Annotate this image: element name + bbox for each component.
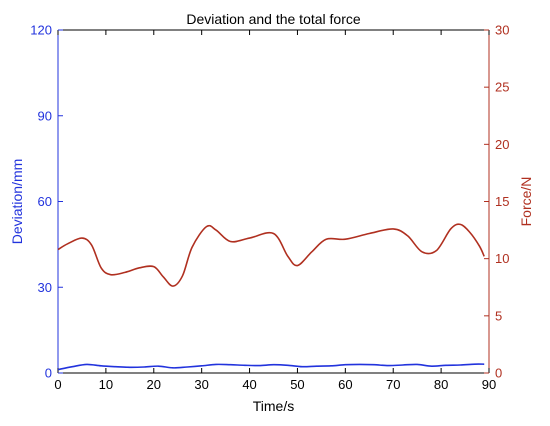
right-y-tick-label: 10	[495, 251, 509, 266]
right-y-tick-label: 25	[495, 80, 509, 95]
x-tick-label: 10	[99, 377, 113, 392]
series-layer	[57, 223, 485, 371]
x-tick-label: 80	[434, 377, 448, 392]
right-y-tick-label: 5	[495, 308, 502, 323]
left-y-tick-label: 0	[45, 366, 52, 381]
x-tick-label: 60	[338, 377, 352, 392]
axes-layer: 0 10 20 30 40 50 60 70 80 90030609012005101520253…	[30, 23, 509, 393]
left-y-tick-label: 30	[38, 280, 52, 295]
left-y-tick-label: 120	[30, 23, 52, 38]
x-tick-label: 0	[54, 377, 61, 392]
left-y-axis-label: Deviation/mm	[9, 159, 25, 245]
right-y-tick-label: 20	[495, 137, 509, 152]
right-y-axis-label: Force/N	[518, 177, 534, 227]
plot-area	[58, 30, 489, 373]
x-tick-label: 30	[194, 377, 208, 392]
x-tick-label: 90	[482, 377, 496, 392]
left-y-tick-label: 90	[38, 108, 52, 123]
x-axis-label: Time/s	[253, 398, 294, 414]
left-y-tick-label: 60	[38, 194, 52, 209]
right-y-tick-label: 0	[495, 366, 502, 381]
x-tick-label: 50	[290, 377, 304, 392]
x-tick-label: 40	[242, 377, 256, 392]
chart-title: Deviation and the total force	[186, 11, 361, 27]
deviation-line	[57, 363, 485, 371]
right-y-tick-label: 30	[495, 23, 509, 38]
x-tick-label: 20	[147, 377, 161, 392]
force-line	[57, 223, 485, 287]
x-tick-label: 70	[386, 377, 400, 392]
right-y-tick-label: 15	[495, 194, 509, 209]
